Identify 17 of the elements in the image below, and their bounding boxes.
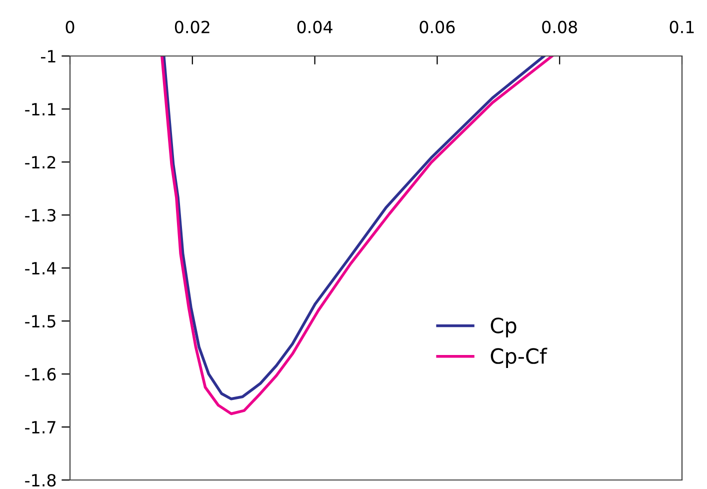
x-tick-label: 0.02 bbox=[174, 20, 210, 34]
y-tick-label: -1.7 bbox=[25, 421, 56, 434]
y-tick-label: -1 bbox=[41, 50, 56, 62]
y-tick-label: -1.5 bbox=[25, 315, 56, 328]
x-tick-label: 0.1 bbox=[670, 20, 694, 34]
y-tick-label: -1.3 bbox=[25, 208, 56, 222]
y-tick-label: -1.1 bbox=[25, 103, 56, 116]
y-tick-label: -1.6 bbox=[25, 368, 56, 381]
y-tick-label: -1.8 bbox=[25, 474, 56, 487]
x-tick-label: 0.04 bbox=[297, 20, 332, 34]
x-tick-label: 0 bbox=[66, 20, 74, 34]
x-tick-label: 0.06 bbox=[420, 20, 455, 34]
y-tick-label: -1.4 bbox=[25, 262, 56, 274]
y-tick-label: -1.2 bbox=[25, 156, 56, 168]
legend-label: Cp bbox=[490, 318, 516, 338]
legend-label: Cp-Cf bbox=[490, 348, 548, 368]
x-tick-label: 0.08 bbox=[542, 20, 578, 34]
